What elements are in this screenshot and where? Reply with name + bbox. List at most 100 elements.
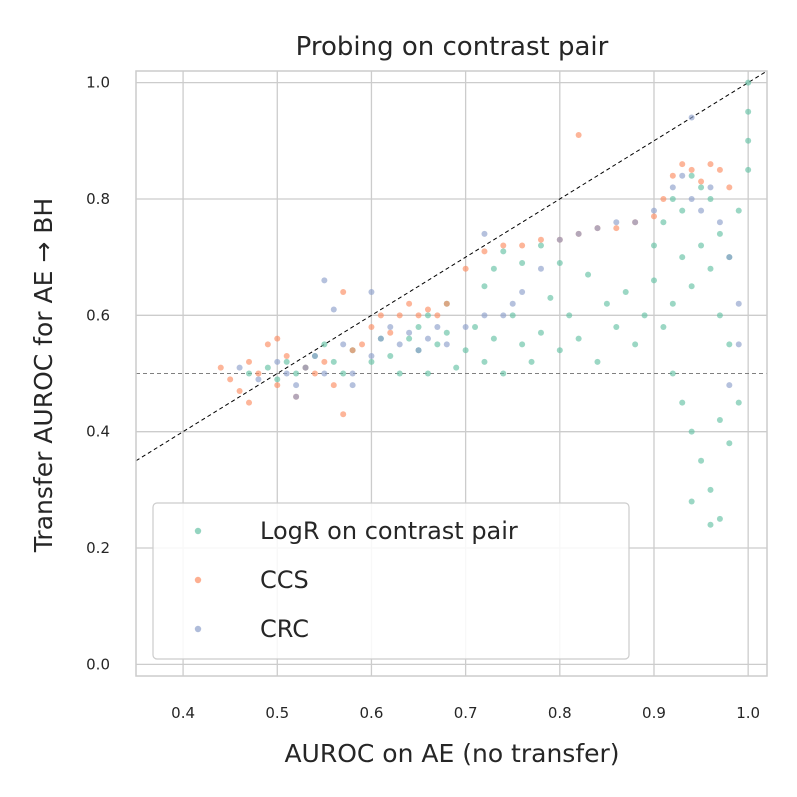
- data-point: [547, 294, 554, 301]
- data-point: [632, 341, 639, 348]
- data-point: [641, 312, 648, 319]
- data-point: [528, 358, 535, 365]
- data-point: [406, 329, 413, 336]
- data-point: [594, 225, 601, 232]
- data-point: [274, 376, 281, 383]
- data-point: [660, 195, 667, 202]
- legend-label-logr: LogR on contrast pair: [260, 517, 518, 545]
- data-point: [462, 347, 469, 354]
- data-point: [537, 265, 544, 272]
- data-point: [462, 323, 469, 330]
- data-point: [472, 323, 479, 330]
- data-point: [735, 300, 742, 307]
- data-point: [745, 137, 752, 144]
- data-point: [311, 353, 318, 360]
- x-tick-label: 0.9: [642, 704, 666, 722]
- data-point: [669, 172, 676, 179]
- data-point: [443, 329, 450, 336]
- plot-frame: [135, 70, 768, 677]
- data-point: [726, 341, 733, 348]
- data-point: [716, 219, 723, 226]
- data-point: [340, 411, 347, 418]
- data-point: [707, 195, 714, 202]
- data-point: [688, 172, 695, 179]
- data-point: [396, 370, 403, 377]
- data-point: [745, 166, 752, 173]
- data-point: [415, 323, 422, 330]
- data-point: [745, 108, 752, 115]
- series-2: [236, 114, 742, 400]
- data-point: [387, 353, 394, 360]
- data-point: [293, 382, 300, 389]
- data-point: [321, 370, 328, 377]
- data-point: [302, 364, 309, 371]
- data-point: [490, 335, 497, 342]
- data-point: [735, 207, 742, 214]
- data-point: [434, 323, 441, 330]
- y-tick-label: 0.6: [86, 306, 110, 324]
- data-point: [679, 172, 686, 179]
- data-point: [660, 219, 667, 226]
- data-point: [321, 341, 328, 348]
- x-axis-label: AUROC on AE (no transfer): [284, 739, 619, 768]
- y-tick-labels: 0.0 0.2 0.4 0.6 0.8 1.0: [86, 74, 110, 674]
- data-point: [377, 335, 384, 342]
- x-tick-label: 0.4: [171, 704, 195, 722]
- data-point: [481, 283, 488, 290]
- data-point: [594, 358, 601, 365]
- data-point: [669, 195, 676, 202]
- data-point: [519, 242, 526, 249]
- data-point: [613, 323, 620, 330]
- data-point: [500, 248, 507, 255]
- data-point: [688, 166, 695, 173]
- data-point: [519, 259, 526, 266]
- data-point: [698, 207, 705, 214]
- data-point: [264, 364, 271, 371]
- data-point: [688, 498, 695, 505]
- data-point: [707, 184, 714, 191]
- data-point: [274, 335, 281, 342]
- data-point: [556, 347, 563, 354]
- data-point: [679, 207, 686, 214]
- data-point: [745, 79, 752, 86]
- data-point: [707, 521, 714, 528]
- data-point: [698, 242, 705, 249]
- data-point: [490, 265, 497, 272]
- data-point: [368, 289, 375, 296]
- data-point: [726, 254, 733, 261]
- data-point: [650, 242, 657, 249]
- data-point: [311, 370, 318, 377]
- data-point: [650, 213, 657, 220]
- data-point: [368, 358, 375, 365]
- data-point: [707, 161, 714, 168]
- data-point: [283, 370, 290, 377]
- data-point: [669, 300, 676, 307]
- data-point: [396, 341, 403, 348]
- data-point: [716, 230, 723, 237]
- legend-label-crc: CRC: [260, 615, 309, 643]
- data-point: [424, 306, 431, 313]
- data-point: [255, 376, 262, 383]
- data-point: [716, 166, 723, 173]
- data-point: [688, 283, 695, 290]
- data-point: [537, 242, 544, 249]
- data-point: [603, 300, 610, 307]
- data-point: [726, 440, 733, 447]
- data-point: [632, 219, 639, 226]
- data-point: [660, 323, 667, 330]
- data-point: [321, 358, 328, 365]
- data-point: [340, 370, 347, 377]
- data-point: [396, 312, 403, 319]
- data-point: [585, 271, 592, 278]
- x-tick-label: 0.8: [548, 704, 572, 722]
- data-point: [509, 312, 516, 319]
- data-point: [359, 341, 366, 348]
- data-point: [556, 259, 563, 266]
- data-point: [481, 312, 488, 319]
- data-point: [613, 225, 620, 232]
- data-point: [716, 312, 723, 319]
- data-point: [575, 131, 582, 138]
- data-point: [368, 353, 375, 360]
- data-point: [368, 323, 375, 330]
